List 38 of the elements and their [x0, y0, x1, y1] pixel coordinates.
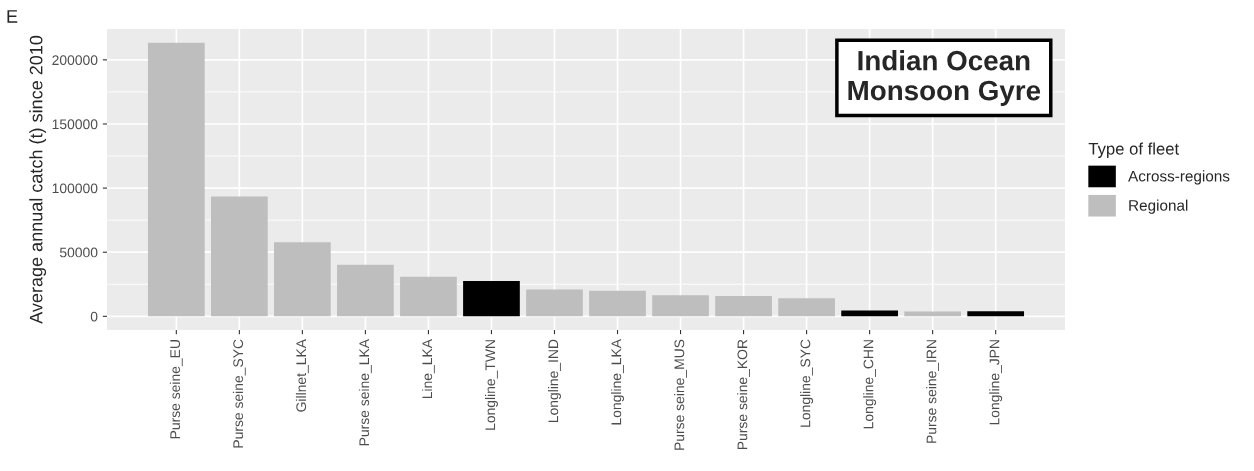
y-tick-label: 0: [90, 311, 98, 322]
y-tick-label: 50000: [59, 247, 98, 258]
bar: [337, 264, 394, 317]
bar: [589, 290, 646, 317]
bar: [715, 295, 772, 317]
bar: [652, 295, 709, 317]
bar: [526, 289, 583, 317]
x-tick-label: Purse seine_SYC: [232, 339, 246, 448]
x-tick-label: Line_LKA: [421, 339, 435, 399]
bar: [400, 276, 457, 317]
x-tick-label: Purse seine_EU: [169, 340, 183, 439]
bar: [463, 280, 520, 317]
x-tick-label: Longline_JPN: [989, 340, 1003, 425]
x-tick-label: Purse seine_LKA: [358, 339, 372, 446]
bar: [967, 311, 1025, 317]
annotation: Indian Ocean Monsoon Gyre: [848, 50, 1041, 106]
text: E: [7, 10, 18, 23]
x-tick-label: Longline_SYC: [800, 339, 814, 427]
x-tick-label: Longline_LKA: [611, 339, 624, 425]
y-tick-label: 100000: [52, 183, 98, 194]
bar: [210, 196, 268, 317]
bar: [147, 42, 205, 317]
x-tick-label: Longline_IND: [548, 339, 561, 423]
x-tick-label: Purse seine_MUS: [674, 339, 687, 450]
x-tick-label: Longline_CHN: [863, 340, 877, 429]
legend-label: Across-regions: [1128, 170, 1230, 185]
x-tick-label: Purse seine_KOR: [737, 339, 750, 450]
legend-title: Type of fleet: [1088, 142, 1180, 159]
bar: [778, 298, 835, 317]
bar: [841, 310, 898, 317]
y-tick-label: 150000: [52, 119, 98, 130]
x-tick-label: Longline_TWN: [484, 340, 498, 430]
y-axis-title: Average annual catch (t) since 2010: [29, 35, 47, 324]
x-tick-label: Gillnet_LKA: [295, 339, 309, 412]
legend-label: Regional: [1129, 199, 1188, 214]
y-tick-label: 200000: [52, 55, 98, 66]
x-tick-label: Purse seine_IRN: [926, 340, 939, 443]
bar: [274, 242, 331, 317]
